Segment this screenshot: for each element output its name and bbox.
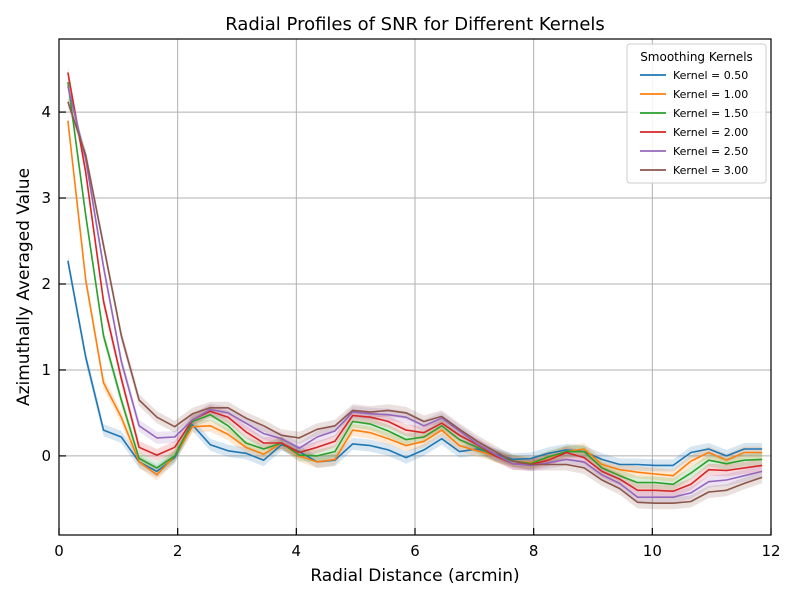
y-tick-label: 3 [41,189,51,207]
band-kernel-4 [67,80,763,504]
line-kernel-2 [67,81,763,486]
y-tick-label: 1 [41,361,51,379]
x-tick-label: 8 [529,542,539,560]
legend-label-1: Kernel = 1.00 [673,88,748,101]
y-axis-label: Azimuthally Averaged Value [14,168,34,406]
x-tick-label: 6 [410,542,420,560]
x-tick-label: 2 [173,542,183,560]
line-kernel-3 [67,72,763,493]
legend: Smoothing Kernels Kernel = 0.50 Kernel = 1… [626,43,767,184]
y-tick-label: 2 [41,275,51,293]
series-lines [67,72,763,505]
line-kernel-1 [67,120,763,477]
legend-box [626,43,767,184]
legend-title: Smoothing Kernels [640,50,753,64]
x-tick-label: 4 [292,542,302,560]
legend-label-5: Kernel = 3.00 [673,164,748,177]
y-tick-label: 0 [41,447,51,465]
x-tick-label: 10 [643,542,662,560]
chart-title: Radial Profiles of SNR for Different Ker… [225,14,605,35]
legend-label-3: Kernel = 2.00 [673,126,748,139]
band-kernel-2 [67,76,763,491]
legend-label-0: Kernel = 0.50 [673,69,748,82]
y-tick-label: 4 [41,103,51,121]
x-axis-label: Radial Distance (arcmin) [310,566,519,586]
legend-label-2: Kernel = 1.50 [673,107,748,120]
line-kernel-5 [67,101,763,505]
x-axis-ticks: 0 2 4 6 8 10 12 [54,528,781,560]
x-tick-label: 12 [761,542,780,560]
y-axis-ticks: 0 1 2 3 4 [41,103,66,465]
x-tick-label: 0 [54,542,64,560]
line-kernel-4 [67,86,763,499]
legend-label-4: Kernel = 2.50 [673,145,748,158]
